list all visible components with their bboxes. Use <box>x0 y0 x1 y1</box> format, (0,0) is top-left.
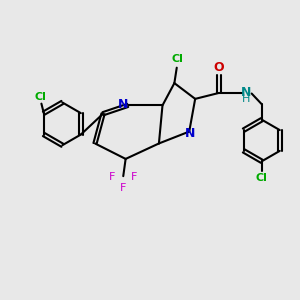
Text: N: N <box>241 86 251 99</box>
Text: Cl: Cl <box>256 172 268 183</box>
Text: F: F <box>109 172 115 182</box>
Text: O: O <box>214 61 224 74</box>
Text: N: N <box>185 128 195 140</box>
Text: Cl: Cl <box>171 54 183 64</box>
Text: F: F <box>130 172 137 182</box>
Text: N: N <box>118 98 128 111</box>
Text: F: F <box>120 183 126 193</box>
Text: H: H <box>242 94 250 104</box>
Text: Cl: Cl <box>35 92 47 102</box>
